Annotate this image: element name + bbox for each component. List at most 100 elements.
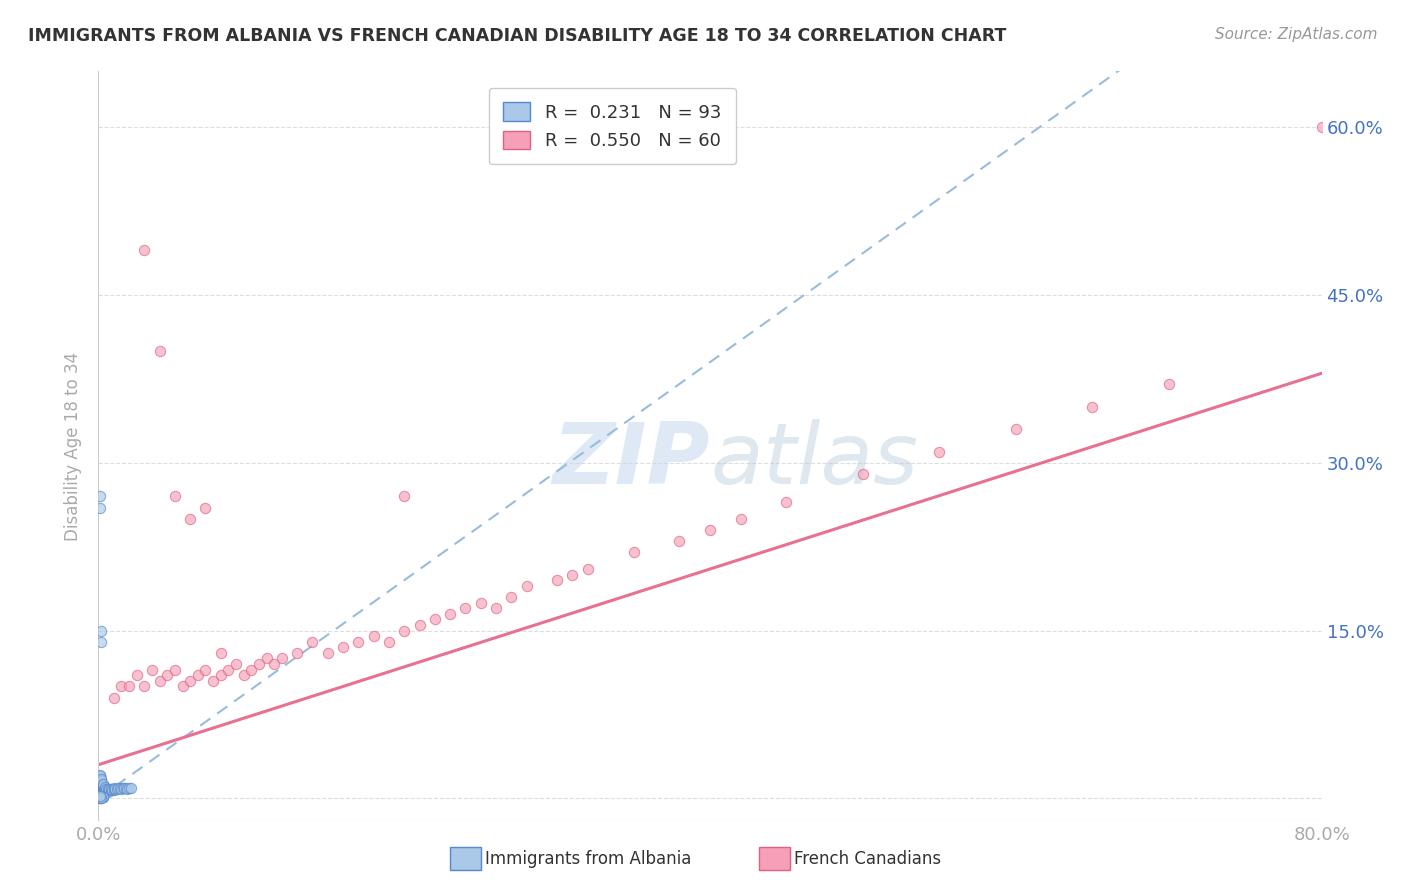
Point	[103, 781, 125, 796]
Point	[623, 545, 645, 559]
Point	[104, 782, 127, 797]
Point	[90, 634, 112, 648]
Point	[163, 663, 186, 677]
Point	[89, 782, 111, 797]
Point	[90, 786, 112, 800]
Point	[89, 500, 111, 515]
Point	[209, 668, 232, 682]
Point	[225, 657, 247, 671]
Point	[98, 782, 121, 797]
Point	[316, 646, 339, 660]
Point	[89, 779, 111, 793]
Point	[98, 783, 121, 797]
Point	[103, 690, 125, 705]
Point	[256, 651, 278, 665]
Point	[103, 783, 125, 797]
Point	[347, 634, 370, 648]
Point	[561, 567, 583, 582]
Point	[89, 489, 111, 503]
Point	[263, 657, 285, 671]
Point	[110, 680, 132, 694]
Point	[90, 774, 112, 789]
Point	[105, 782, 128, 797]
Point	[90, 772, 112, 787]
Point	[89, 769, 111, 783]
Point	[301, 634, 323, 648]
Point	[100, 783, 122, 797]
Point	[270, 651, 292, 665]
Point	[172, 680, 194, 694]
Point	[90, 790, 112, 805]
Point	[91, 782, 114, 797]
Point	[156, 668, 179, 682]
Point	[120, 781, 142, 796]
Point	[378, 634, 401, 648]
Point	[501, 590, 523, 604]
Point	[90, 773, 112, 788]
Point	[141, 663, 163, 677]
Point	[93, 780, 115, 794]
Point	[285, 646, 308, 660]
Point	[91, 786, 114, 800]
Point	[470, 596, 492, 610]
Point	[90, 775, 112, 789]
Point	[90, 790, 112, 805]
Point	[111, 781, 134, 796]
Point	[89, 770, 111, 784]
Point	[118, 680, 141, 694]
Point	[97, 782, 120, 797]
Point	[93, 784, 115, 798]
Point	[91, 783, 114, 797]
Point	[1004, 422, 1026, 436]
Point	[187, 668, 209, 682]
Point	[89, 769, 111, 783]
Point	[209, 646, 232, 660]
Point	[202, 673, 225, 688]
Point	[852, 467, 875, 481]
Point	[668, 534, 690, 549]
Point	[91, 781, 114, 796]
Text: IMMIGRANTS FROM ALBANIA VS FRENCH CANADIAN DISABILITY AGE 18 TO 34 CORRELATION C: IMMIGRANTS FROM ALBANIA VS FRENCH CANADI…	[28, 27, 1007, 45]
Point	[90, 777, 112, 791]
Point	[149, 673, 172, 688]
Point	[1310, 120, 1333, 135]
Point	[118, 781, 141, 796]
Point	[108, 781, 131, 796]
Point	[89, 774, 111, 789]
Point	[576, 562, 599, 576]
Point	[89, 783, 111, 797]
Point	[89, 772, 111, 787]
Point	[101, 783, 124, 797]
Text: atlas: atlas	[710, 419, 918, 502]
Point	[134, 244, 156, 258]
Point	[232, 668, 254, 682]
Point	[408, 618, 430, 632]
Point	[134, 680, 156, 694]
Point	[91, 778, 114, 792]
Point	[97, 783, 120, 797]
Point	[89, 789, 111, 803]
Point	[91, 790, 114, 805]
Point	[93, 782, 115, 797]
Point	[89, 771, 111, 785]
Point	[100, 782, 122, 797]
Point	[93, 783, 115, 797]
Point	[1081, 400, 1104, 414]
Point	[90, 791, 112, 805]
Point	[454, 601, 477, 615]
Point	[91, 790, 114, 805]
Point	[332, 640, 354, 655]
Point	[110, 782, 132, 797]
Point	[112, 781, 135, 796]
Point	[89, 791, 111, 805]
Point	[90, 783, 112, 797]
Point	[89, 790, 111, 805]
Point	[90, 790, 112, 805]
Point	[97, 784, 120, 798]
Point	[179, 673, 201, 688]
Point	[89, 791, 111, 805]
Point	[928, 444, 950, 458]
Point	[94, 784, 117, 798]
Point	[90, 778, 112, 792]
Point	[89, 780, 111, 794]
